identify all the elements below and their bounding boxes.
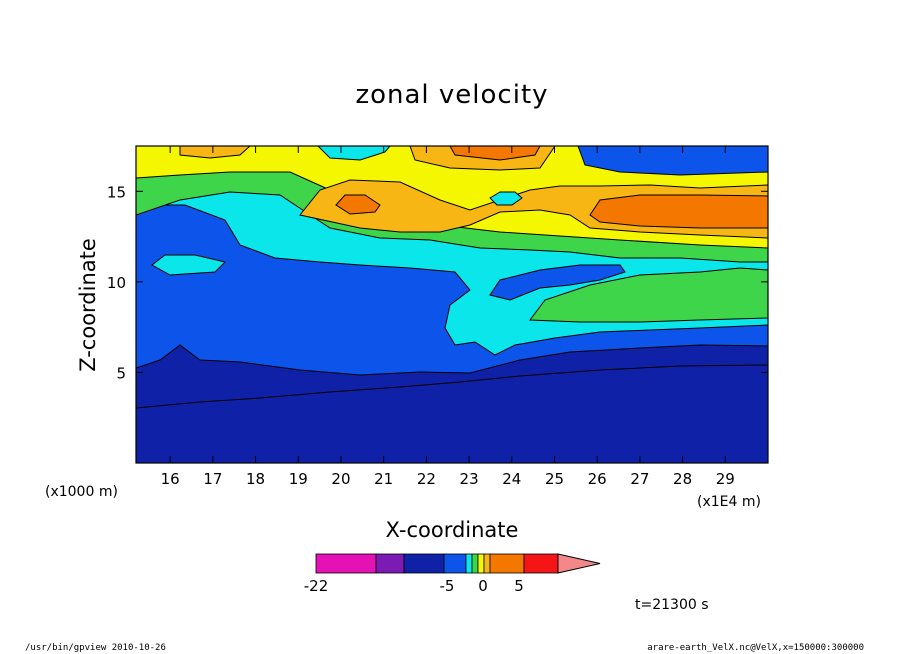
x-multiplier-label: (x1E4 m) [697, 494, 761, 510]
y-tick-label: 5 [116, 364, 126, 382]
colorbar [315, 553, 601, 574]
x-tick-label: 20 [331, 470, 350, 488]
x-tick-label: 24 [502, 470, 521, 488]
contour-band-green-lower [529, 267, 768, 323]
colorbar-tick-label: 5 [514, 577, 524, 595]
contour-band-darkblue-inner [136, 365, 768, 463]
x-axis-label: X-coordinate [386, 518, 519, 542]
x-tick-label: 19 [289, 470, 308, 488]
colorbar-segment [443, 553, 467, 574]
x-axis-ticks: 16 17 18 19 20 21 22 23 24 25 26 27 28 29 [161, 146, 735, 488]
colorbar-segment [489, 553, 525, 574]
x-tick-label: 16 [161, 470, 180, 488]
x-tick-label: 29 [716, 470, 735, 488]
colorbar-segment [471, 553, 479, 574]
contour-band-cyan-top [317, 146, 391, 161]
x-tick-label: 28 [673, 470, 692, 488]
colorbar-segment [315, 553, 377, 574]
contour-band-orange2 [449, 146, 541, 161]
x-tick-label: 22 [417, 470, 436, 488]
footer-left: /usr/bin/gpview 2010-10-26 [25, 643, 166, 653]
colorbar-tick-labels: -22 -5 0 5 [304, 577, 524, 595]
colorbar-extend-arrow [557, 553, 601, 574]
colorbar-tick-label: 0 [478, 577, 488, 595]
colorbar-tick-label: -5 [440, 577, 455, 595]
y-axis-label: Z-coordinate [76, 238, 100, 372]
x-tick-label: 17 [203, 470, 222, 488]
x-tick-label: 21 [374, 470, 393, 488]
colorbar-segment [375, 553, 405, 574]
chart-title: zonal velocity [355, 80, 548, 110]
colorbar-segment [483, 553, 491, 574]
x-tick-label: 18 [246, 470, 265, 488]
x-tick-label: 27 [630, 470, 649, 488]
y-tick-label: 10 [107, 274, 126, 292]
contour-line-lower [136, 364, 768, 409]
contour-field [136, 146, 768, 463]
colorbar-segment [523, 553, 559, 574]
x-tick-label: 25 [545, 470, 564, 488]
contour-band-orange-top [179, 146, 251, 159]
contour-band-blue-island [489, 264, 626, 301]
y-tick-label: 15 [107, 183, 126, 201]
colorbar-segment [403, 553, 445, 574]
y-multiplier-label: (x1000 m) [45, 484, 118, 500]
x-tick-label: 23 [460, 470, 479, 488]
x-tick-label: 26 [588, 470, 607, 488]
footer-right: arare-earth_VelX.nc@VelX,x=150000:300000 [647, 643, 864, 653]
contour-band-cyan-patch [151, 254, 226, 276]
y-axis-ticks: 5 10 15 [107, 183, 768, 382]
contour-band-orange3 [335, 194, 381, 215]
contour-band-blue-topright [577, 146, 768, 176]
contour-band-orange [589, 194, 768, 229]
colorbar-tick-label: -22 [304, 577, 329, 595]
plot-frame [135, 145, 769, 464]
colorbar-segment [477, 553, 485, 574]
contour-band-cyan-small [489, 191, 523, 206]
colorbar-segment [465, 553, 473, 574]
time-label: t=21300 s [635, 597, 709, 613]
